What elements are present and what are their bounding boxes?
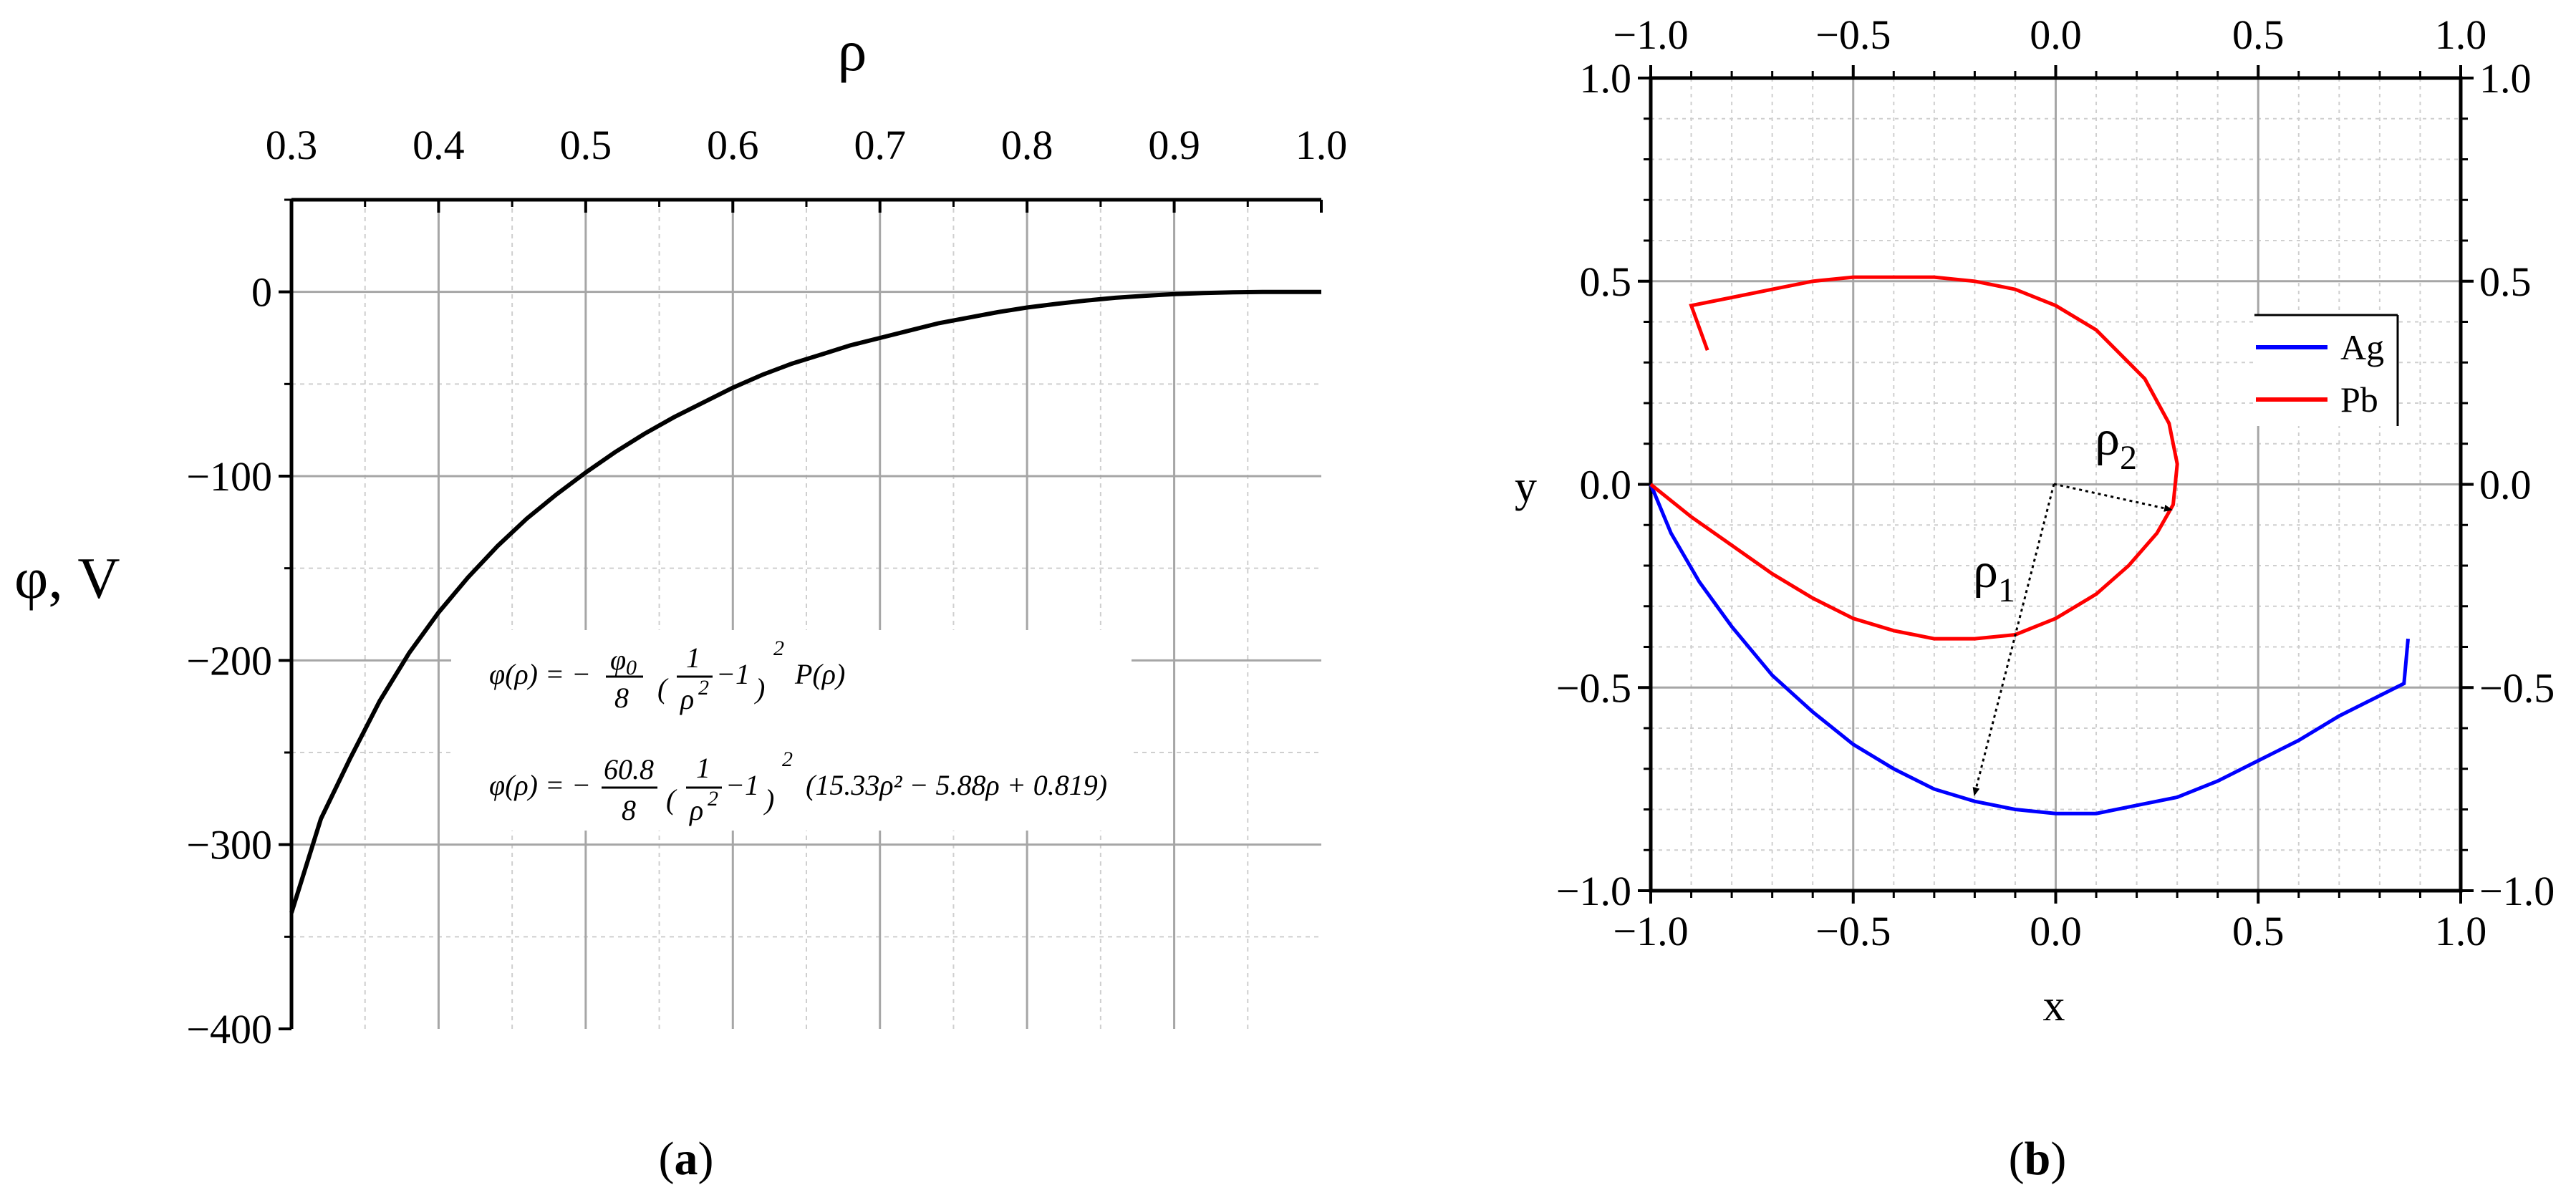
svg-text:1: 1 [686, 642, 700, 674]
y-right-tick-label: −1.0 [2479, 868, 2555, 914]
x-tick-label: −0.5 [1815, 908, 1891, 954]
svg-text:P(ρ): P(ρ) [794, 658, 845, 690]
y-tick-label: −400 [186, 1006, 272, 1053]
y-right-tick-label: 0.0 [2479, 462, 2532, 508]
svg-text:φ: φ [610, 644, 626, 676]
svg-text:Pb: Pb [2340, 379, 2378, 420]
phi-curve [289, 289, 1321, 914]
y-tick-label: 0.5 [1580, 258, 1632, 305]
x-tick-label: 0.5 [560, 122, 612, 168]
svg-text:−1: −1 [725, 769, 759, 801]
svg-text:2: 2 [708, 787, 718, 811]
x-tick-label: 0.0 [2030, 908, 2082, 954]
panel-b-y-axis-label: y [1515, 463, 1537, 511]
y-right-tick-label: 0.5 [2479, 258, 2532, 305]
y-right-tick-label: −0.5 [2479, 664, 2555, 711]
x-top-tick-label: 0.0 [2030, 11, 2082, 58]
svg-text:ρ: ρ [679, 683, 694, 715]
rho1-arrow [1972, 483, 2055, 796]
pb-trajectory [1649, 275, 2179, 641]
y-right-tick-label: 1.0 [2479, 55, 2532, 102]
svg-text:ρ: ρ [688, 794, 703, 826]
svg-text:2: 2 [773, 637, 784, 660]
svg-text:): ) [754, 672, 765, 705]
svg-text:φ(ρ) = −: φ(ρ) = − [489, 658, 591, 690]
panel-a-axes [279, 198, 1323, 1030]
rho1-label: ρ1 [1973, 543, 2015, 609]
x-top-tick-label: −1.0 [1613, 11, 1688, 58]
svg-text:(: ( [666, 783, 677, 816]
y-tick-label: −1.0 [1556, 868, 1631, 914]
legend-item-ag: Ag [2256, 327, 2384, 367]
y-tick-label: −300 [186, 822, 272, 868]
x-tick-label: 0.8 [1001, 122, 1053, 168]
y-tick-label: 0.0 [1580, 462, 1632, 508]
x-tick-label: 1.0 [1296, 122, 1348, 168]
svg-text:2: 2 [698, 676, 709, 700]
x-tick-label: 0.6 [707, 122, 759, 168]
svg-text:Ag: Ag [2340, 327, 2384, 367]
x-tick-label: −1.0 [1613, 908, 1688, 954]
svg-text:(15.33ρ² − 5.88ρ + 0.819): (15.33ρ² − 5.88ρ + 0.819) [806, 769, 1107, 801]
panel-a-label: (a) [659, 1133, 714, 1185]
x-tick-label: 0.7 [854, 122, 906, 168]
x-top-tick-label: 1.0 [2435, 11, 2487, 58]
rho2-label: ρ2 [2095, 411, 2137, 477]
x-tick-label: 1.0 [2435, 908, 2487, 954]
panel-b-x-axis-label: x [2043, 982, 2065, 1030]
formula-fitted: φ(ρ) = − 60.8 8 ( 1 ρ 2 −1 ) 2 (15.33ρ² … [489, 747, 1107, 826]
panel-b-label: (b) [2009, 1133, 2067, 1185]
x-tick-label: 0.3 [266, 122, 318, 168]
y-tick-label: −100 [186, 453, 272, 500]
svg-text:8: 8 [622, 794, 636, 826]
formula-general: φ(ρ) = − φ 0 8 ( 1 ρ 2 −1 ) 2 P(ρ) [489, 637, 845, 715]
y-tick-label: −0.5 [1556, 664, 1631, 711]
panel-b-chart: −1.0−1.0−0.5−0.50.00.00.50.51.01.01.0 1.0… [1515, 11, 2555, 1185]
svg-text:φ(ρ) = −: φ(ρ) = − [489, 769, 591, 801]
svg-text:): ) [763, 783, 774, 816]
svg-text:1: 1 [696, 752, 710, 784]
svg-text:8: 8 [614, 682, 629, 714]
svg-text:2: 2 [782, 747, 793, 771]
legend-item-pb: Pb [2256, 379, 2378, 420]
panel-a-x-axis-label: ρ [838, 18, 867, 83]
x-top-tick-label: −0.5 [1815, 11, 1891, 58]
rho2-arrow [2053, 483, 2173, 512]
svg-text:0: 0 [626, 656, 637, 679]
panel-b-tick-labels: −1.0−1.0−0.5−0.50.00.00.50.51.01.01.0 1.0… [1556, 11, 2555, 954]
panel-a-y-axis-label: φ, V [14, 546, 120, 611]
y-tick-label: 0 [251, 269, 272, 316]
y-tick-label: −200 [186, 637, 272, 684]
svg-text:(: ( [657, 672, 669, 705]
legend: Ag Pb [2254, 314, 2399, 426]
y-tick-label: 1.0 [1580, 55, 1632, 102]
panel-a-tick-labels: 0.3 0.4 0.5 0.6 0.7 0.8 0.9 1.0 0 −100 −200 −300 −40… [186, 122, 1347, 1053]
x-top-tick-label: 0.5 [2232, 11, 2285, 58]
x-tick-label: 0.5 [2232, 908, 2285, 954]
svg-text:60.8: 60.8 [604, 753, 654, 785]
panel-a-chart: 0.3 0.4 0.5 0.6 0.7 0.8 0.9 1.0 0 −100 −200 −300 −40… [14, 18, 1347, 1185]
ag-trajectory [1649, 483, 2410, 816]
x-tick-label: 0.4 [413, 122, 465, 168]
formula-box-background [451, 630, 1132, 831]
x-tick-label: 0.9 [1148, 122, 1200, 168]
panel-a-minor-grid [291, 199, 1321, 1029]
svg-text:−1: −1 [716, 658, 750, 690]
